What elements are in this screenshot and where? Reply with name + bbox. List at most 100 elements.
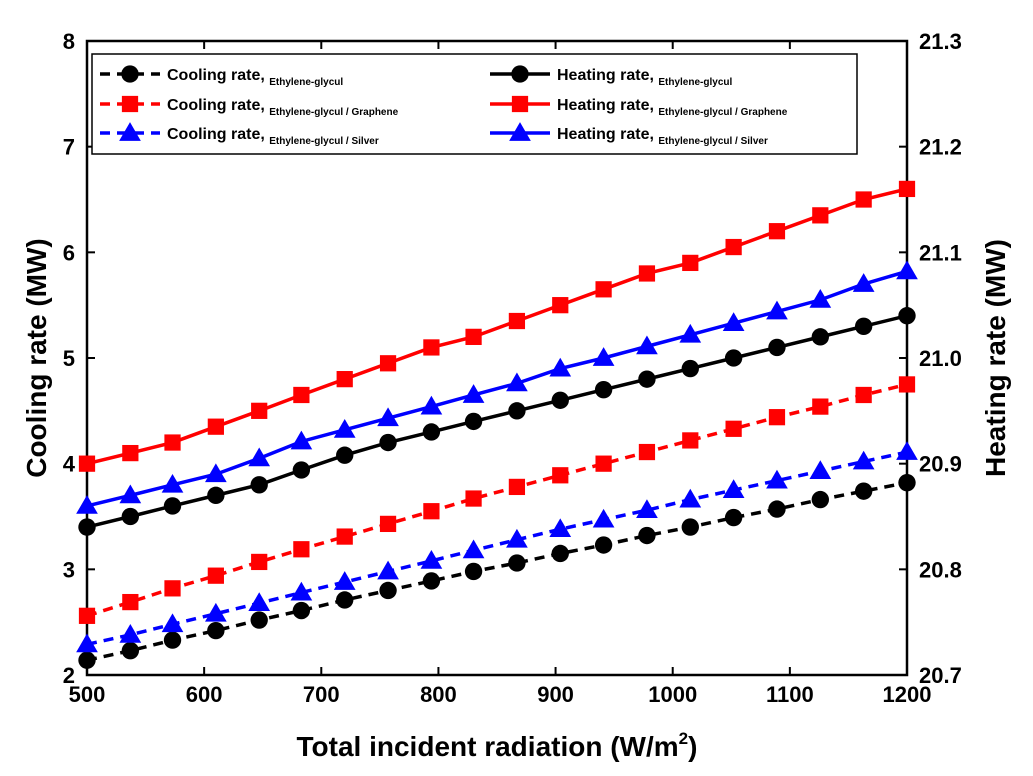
- data-point-cool_eg: [638, 526, 656, 545]
- data-point-heat_ag: [119, 484, 142, 504]
- series-line-cool_ag: [86, 450, 908, 647]
- data-point-heat_gr: [552, 297, 569, 314]
- legend-marker-heat_gr: [511, 95, 529, 113]
- data-point-cool_eg: [898, 474, 916, 492]
- data-point-heat_eg: [724, 349, 743, 367]
- data-point-heat_eg: [508, 402, 526, 420]
- legend-label-separator: ,: [260, 67, 269, 84]
- data-point-heat_ag: [679, 323, 702, 343]
- data-point-heat_gr: [293, 386, 310, 404]
- data-point-heat_ag: [636, 335, 658, 355]
- data-point-cool_ag: [679, 488, 702, 508]
- data-point-cool_gr: [898, 376, 916, 393]
- data-point-heat_ag: [420, 395, 443, 415]
- data-point-heat_ag: [377, 407, 399, 427]
- series-layer: [76, 180, 918, 669]
- legend-label-subscript: Ethylene-glycul / Silver: [269, 136, 379, 147]
- data-point-heat_ag: [896, 260, 918, 280]
- data-point-heat_gr: [465, 328, 482, 345]
- y-left-tick-label: 2: [63, 663, 75, 688]
- data-point-cool_gr: [768, 409, 786, 426]
- x-axis-title-end: ): [688, 731, 697, 762]
- data-point-cool_gr: [552, 467, 569, 484]
- data-point-heat_eg: [854, 317, 873, 335]
- y-right-tick-label: 20.8: [919, 557, 962, 582]
- data-point-heat_gr: [78, 455, 96, 472]
- data-point-heat_ag: [506, 372, 528, 392]
- data-point-heat_gr: [595, 281, 612, 298]
- y-right-tick-label: 20.9: [919, 452, 962, 477]
- legend-label-name: Cooling rate: [167, 126, 260, 143]
- y-right-tick-label: 21.1: [919, 240, 962, 265]
- y-left-tick-label: 4: [63, 452, 76, 477]
- y-left-axis-title: Cooling rate (MW): [21, 238, 52, 478]
- tick-layer: 500 600 700 800 900 1000 1100 1200 2 3 4 5 6 7 8 20.7 20…: [63, 29, 962, 707]
- data-point-cool_gr: [595, 455, 612, 472]
- data-point-heat_ag: [549, 357, 572, 377]
- y-left-tick-label: 7: [63, 135, 75, 160]
- data-point-cool_gr: [379, 515, 397, 533]
- data-point-cool_gr: [164, 580, 181, 597]
- data-point-heat_ag: [161, 473, 184, 493]
- data-point-cool_ag: [377, 560, 399, 580]
- data-point-heat_gr: [682, 254, 699, 272]
- x-tick-label: 1200: [883, 682, 932, 707]
- data-point-cool_ag: [636, 499, 658, 519]
- legend-label-separator: ,: [260, 126, 269, 143]
- data-point-cool_gr: [293, 541, 310, 558]
- data-point-heat_gr: [251, 402, 268, 419]
- data-point-cool_eg: [422, 572, 441, 590]
- data-point-heat_gr: [423, 339, 440, 356]
- data-point-heat_ag: [852, 273, 875, 292]
- x-tick-label: 1100: [766, 682, 814, 707]
- x-axis-title: Total incident radiation (W/m2): [297, 729, 698, 762]
- data-point-heat_gr: [898, 180, 916, 198]
- data-point-heat_gr: [812, 207, 829, 224]
- data-point-cool_eg: [163, 631, 182, 649]
- legend-marker-heat_eg: [511, 65, 529, 83]
- legend-marker-cool_ag: [119, 122, 141, 141]
- data-point-cool_ag: [290, 581, 313, 601]
- legend-label-separator: ,: [649, 97, 658, 114]
- data-point-cool_ag: [896, 441, 918, 460]
- data-point-heat_ag: [333, 419, 356, 438]
- legend-label-cool_gr: Cooling rate, Ethylene-glycul / Graphene: [167, 97, 399, 118]
- legend-label-subscript: Ethylene-glycul: [658, 77, 732, 88]
- y-right-axis-title: Heating rate (MW): [980, 239, 1011, 477]
- x-tick-label: 500: [69, 682, 106, 707]
- data-point-cool_gr: [251, 553, 268, 571]
- legend-label-separator: ,: [260, 97, 269, 114]
- data-point-cool_ag: [420, 550, 443, 569]
- data-point-cool_gr: [122, 593, 139, 611]
- legend-box: [91, 53, 858, 155]
- data-point-heat_gr: [638, 265, 656, 282]
- data-point-cool_ag: [766, 469, 788, 489]
- data-point-cool_ag: [549, 518, 572, 538]
- x-axis-title-sup: 2: [679, 729, 688, 748]
- data-point-cool_gr: [207, 567, 224, 584]
- legend: Cooling rate, Ethylene-glycul Heating rat…: [91, 53, 858, 155]
- data-point-cool_ag: [462, 539, 485, 559]
- data-point-heat_gr: [336, 371, 353, 388]
- data-point-heat_ag: [592, 347, 615, 366]
- data-point-cool_eg: [551, 544, 569, 563]
- data-point-cool_eg: [464, 562, 483, 581]
- data-point-cool_ag: [809, 460, 832, 479]
- x-tick-label: 800: [420, 682, 457, 707]
- legend-label-heat_ag: Heating rate, Ethylene-glycul / Silver: [557, 126, 768, 147]
- legend-label-subscript: Ethylene-glycul / Graphene: [658, 107, 787, 118]
- x-tick-label: 600: [186, 682, 223, 707]
- legend-label-name: Heating rate: [557, 67, 650, 84]
- data-point-cool_eg: [768, 500, 786, 518]
- data-point-heat_eg: [594, 381, 613, 399]
- data-point-cool_eg: [207, 621, 225, 640]
- legend-label-name: Heating rate: [557, 97, 650, 114]
- data-point-heat_ag: [462, 384, 485, 403]
- data-point-cool_ag: [592, 508, 615, 528]
- data-point-heat_gr: [122, 444, 139, 462]
- data-point-heat_gr: [768, 223, 786, 240]
- data-point-cool_gr: [725, 420, 742, 437]
- data-point-cool_ag: [76, 633, 98, 653]
- legend-label-cool_eg: Cooling rate, Ethylene-glycul: [167, 67, 343, 88]
- data-point-heat_eg: [811, 328, 829, 346]
